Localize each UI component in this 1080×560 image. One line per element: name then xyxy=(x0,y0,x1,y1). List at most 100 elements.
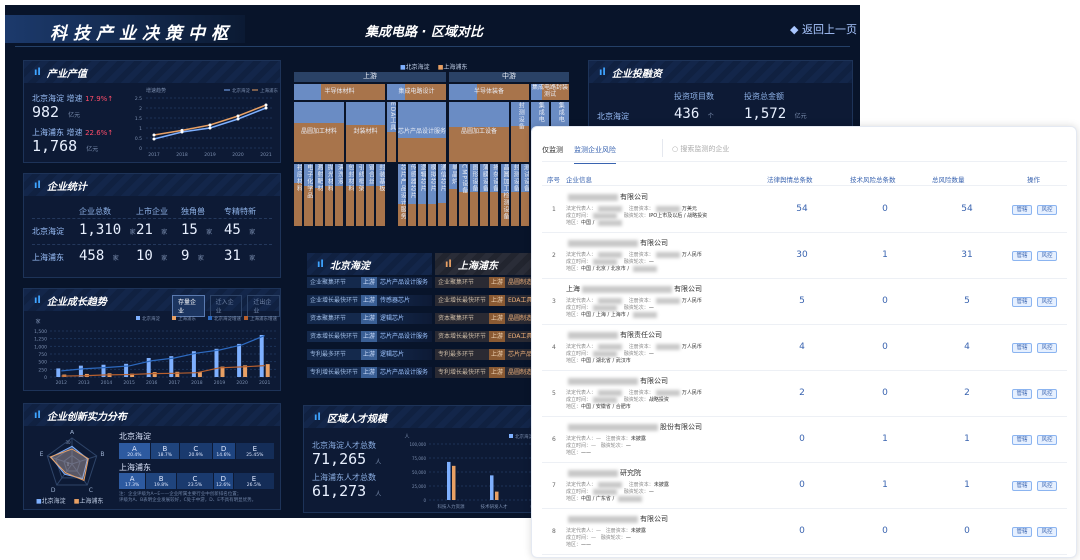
treemap-cell-leaf[interactable]: 逻辑芯片 xyxy=(417,163,427,227)
treemap-cell-leaf[interactable]: 晶圆加工检测设备 xyxy=(499,163,510,227)
risk-control-button[interactable]: 风控 xyxy=(1037,527,1057,537)
tab-stock-companies[interactable]: 存量企业 xyxy=(172,295,205,317)
bar xyxy=(130,373,135,377)
treemap-cell-l3[interactable]: 晶圆加工设备 xyxy=(448,101,510,163)
treemap-cell-leaf[interactable]: 引线框架 xyxy=(354,163,366,227)
stats-panel: ıl 企业统计 企业总数 上市企业 独角兽 专精特新 北京海淀 1,310 家 21 家 15 … xyxy=(23,173,281,278)
tab-moved-out[interactable]: 迁出企业 xyxy=(247,295,281,317)
manage-button[interactable]: 管辖 xyxy=(1012,527,1032,537)
treemap-cell-leaf[interactable]: 掺杂设备 xyxy=(489,163,500,227)
tab-risk[interactable]: 监测企业风险 xyxy=(574,145,616,164)
tab-monitor-only[interactable]: 仅监测 xyxy=(542,146,563,154)
treemap-cell-leaf[interactable]: 模拟芯片 xyxy=(427,163,437,227)
treemap-cell-leaf[interactable]: CMP设备 xyxy=(458,163,469,227)
legend-label: 上海浦东增速 xyxy=(250,315,277,322)
bars-icon: ıl xyxy=(34,294,41,306)
company-name[interactable]: 有限公司 xyxy=(566,192,648,202)
manage-button[interactable]: 管辖 xyxy=(1012,389,1032,399)
risk-control-button[interactable]: 风控 xyxy=(1037,481,1057,491)
treemap-cell-l3[interactable]: 封测设备 xyxy=(510,101,530,163)
treemap-cell-leaf[interactable]: 清洗液 xyxy=(334,163,345,227)
grade-segment: A 17.3% xyxy=(119,473,147,489)
link-row[interactable]: 专利最多环节 上游 逻辑芯片 xyxy=(307,349,432,360)
grade-segment: D 12.6% xyxy=(213,473,234,489)
search-input[interactable]: ○ 搜索监测的企业 xyxy=(672,145,730,153)
y-axis-label: 增速趋势 xyxy=(146,87,166,94)
treemap-cell-leaf[interactable]: 芯片产品设计服务 xyxy=(397,163,407,227)
table-row: 4 有限责任公司 法定代表人： 注册资本： 万人民币 成立时间： 融资轮次：— 地… xyxy=(542,325,1067,371)
treemap-cell-l2[interactable]: 集成电路设计 xyxy=(386,83,447,101)
tab-moved-in[interactable]: 迁入企业 xyxy=(209,295,243,317)
risk-control-button[interactable]: 风控 xyxy=(1037,205,1057,215)
r-tick: 30 xyxy=(65,440,71,445)
treemap-cell-l3[interactable]: 晶圆加工材料 xyxy=(293,101,345,163)
link-row[interactable]: 企业增长最快环节 上游 传感器芯片 xyxy=(307,295,432,306)
company-name[interactable]: 有限公司 xyxy=(566,376,668,386)
manage-button[interactable]: 管辖 xyxy=(1012,251,1032,261)
total-count: 5 xyxy=(964,296,970,306)
treemap-cell-leaf[interactable]: 溅射靶材 xyxy=(313,163,324,227)
row-number: 4 xyxy=(552,344,556,351)
treemap-cell-leaf[interactable]: 电子化学品 xyxy=(303,163,314,227)
link-row[interactable]: 资本聚集环节 上游 逻辑芯片 xyxy=(307,313,432,324)
company-detail: 成立时间： 融资轮次：— xyxy=(566,350,654,357)
treemap-cell-leaf[interactable]: 包封材料 xyxy=(344,163,355,227)
treemap-cell-leaf[interactable]: 衬底材料 xyxy=(293,163,304,227)
manage-button[interactable]: 管辖 xyxy=(1012,481,1032,491)
manage-button[interactable]: 管辖 xyxy=(1012,435,1032,445)
company-name[interactable]: 研究院 xyxy=(566,468,641,478)
data-point xyxy=(236,114,240,118)
link-row[interactable]: 专利增长最快环节 上游 芯片产品设计服务 xyxy=(307,367,432,378)
treemap-cell-l3[interactable]: EDA工具 xyxy=(386,101,397,163)
legal-count: 4 xyxy=(799,342,805,352)
col-total: 总风险数量 xyxy=(932,176,965,184)
treemap-cell-leaf[interactable]: 封测设备 xyxy=(509,163,521,227)
company-name[interactable]: 有限公司 xyxy=(566,238,668,248)
company-detail: 成立时间： 融资轮次：— xyxy=(566,304,654,311)
panel-title: 企业投融资 xyxy=(611,68,662,80)
risk-control-button[interactable]: 风控 xyxy=(1037,435,1057,445)
treemap-cell-l3[interactable]: 芯片产品设计服务 xyxy=(397,101,447,163)
risk-control-button[interactable]: 风控 xyxy=(1037,343,1057,353)
risk-control-button[interactable]: 风控 xyxy=(1037,389,1057,399)
r-tick: 0 xyxy=(67,462,70,467)
y-tick-label: 2.5 xyxy=(135,96,142,102)
treemap-cell-leaf[interactable]: 通信芯片 xyxy=(437,163,447,227)
bar xyxy=(495,491,499,500)
manage-button[interactable]: 管辖 xyxy=(1012,205,1032,215)
treemap-cell-leaf[interactable]: 图形设备 xyxy=(468,163,479,227)
risk-control-button[interactable]: 风控 xyxy=(1037,251,1057,261)
y-axis-label: 人 xyxy=(404,434,409,440)
company-name[interactable]: 有限公司 xyxy=(566,514,668,524)
axis-label: C xyxy=(89,487,93,494)
talent-panel: ıl 区域人才规模 北京海淀人才总数 71,265 人 上海浦东人才总数 61,2… xyxy=(303,405,544,513)
treemap-cell-l2[interactable]: 半导体材料 xyxy=(293,83,386,101)
treemap-cell-leaf[interactable]: 封装基板 xyxy=(375,163,386,227)
treemap-cell-leaf[interactable]: 抛光材料 xyxy=(323,163,335,227)
stats-header: 独角兽 xyxy=(181,207,205,216)
row-number: 3 xyxy=(552,298,556,305)
title-bar xyxy=(5,15,245,43)
link-row[interactable]: 资本增长最快环节 上游 芯片产品设计服务 xyxy=(307,331,432,342)
x-tick-label: 2014 xyxy=(101,380,113,386)
bar xyxy=(265,364,270,377)
manage-button[interactable]: 管辖 xyxy=(1012,343,1032,353)
treemap-cell-l2[interactable]: 集成电路封装测试 xyxy=(530,83,570,101)
treemap-cell-l3[interactable]: 封装材料 xyxy=(345,101,386,163)
bj-growth: 17.9% xyxy=(85,95,108,103)
company-name[interactable]: 股份有限公司 xyxy=(566,422,702,432)
company-name[interactable]: 上海 有限公司 xyxy=(566,285,702,293)
treemap-cell-leaf[interactable]: 传感器芯片 xyxy=(407,163,417,227)
link-row[interactable]: 企业聚集环节 上游 芯片产品设计服务 xyxy=(307,277,432,288)
bar xyxy=(243,365,248,377)
risk-control-button[interactable]: 风控 xyxy=(1037,297,1057,307)
treemap-cell-leaf[interactable]: 键合丝 xyxy=(365,163,376,227)
back-button[interactable]: ◆ 返回上一页 xyxy=(790,21,857,37)
company-name[interactable]: 有限责任公司 xyxy=(566,330,662,340)
treemap-cell-leaf[interactable]: 薄膜设备 xyxy=(478,163,490,227)
treemap-cell-leaf[interactable]: 单晶炉 xyxy=(448,163,459,227)
treemap-cell-l2[interactable]: 半导体装备 xyxy=(448,83,530,101)
company-detail: 地区：中国 / 安徽省 / 合肥市 xyxy=(566,404,631,410)
manage-button[interactable]: 管辖 xyxy=(1012,297,1032,307)
treemap-cell-leaf[interactable]: 测试设备 xyxy=(520,163,531,227)
